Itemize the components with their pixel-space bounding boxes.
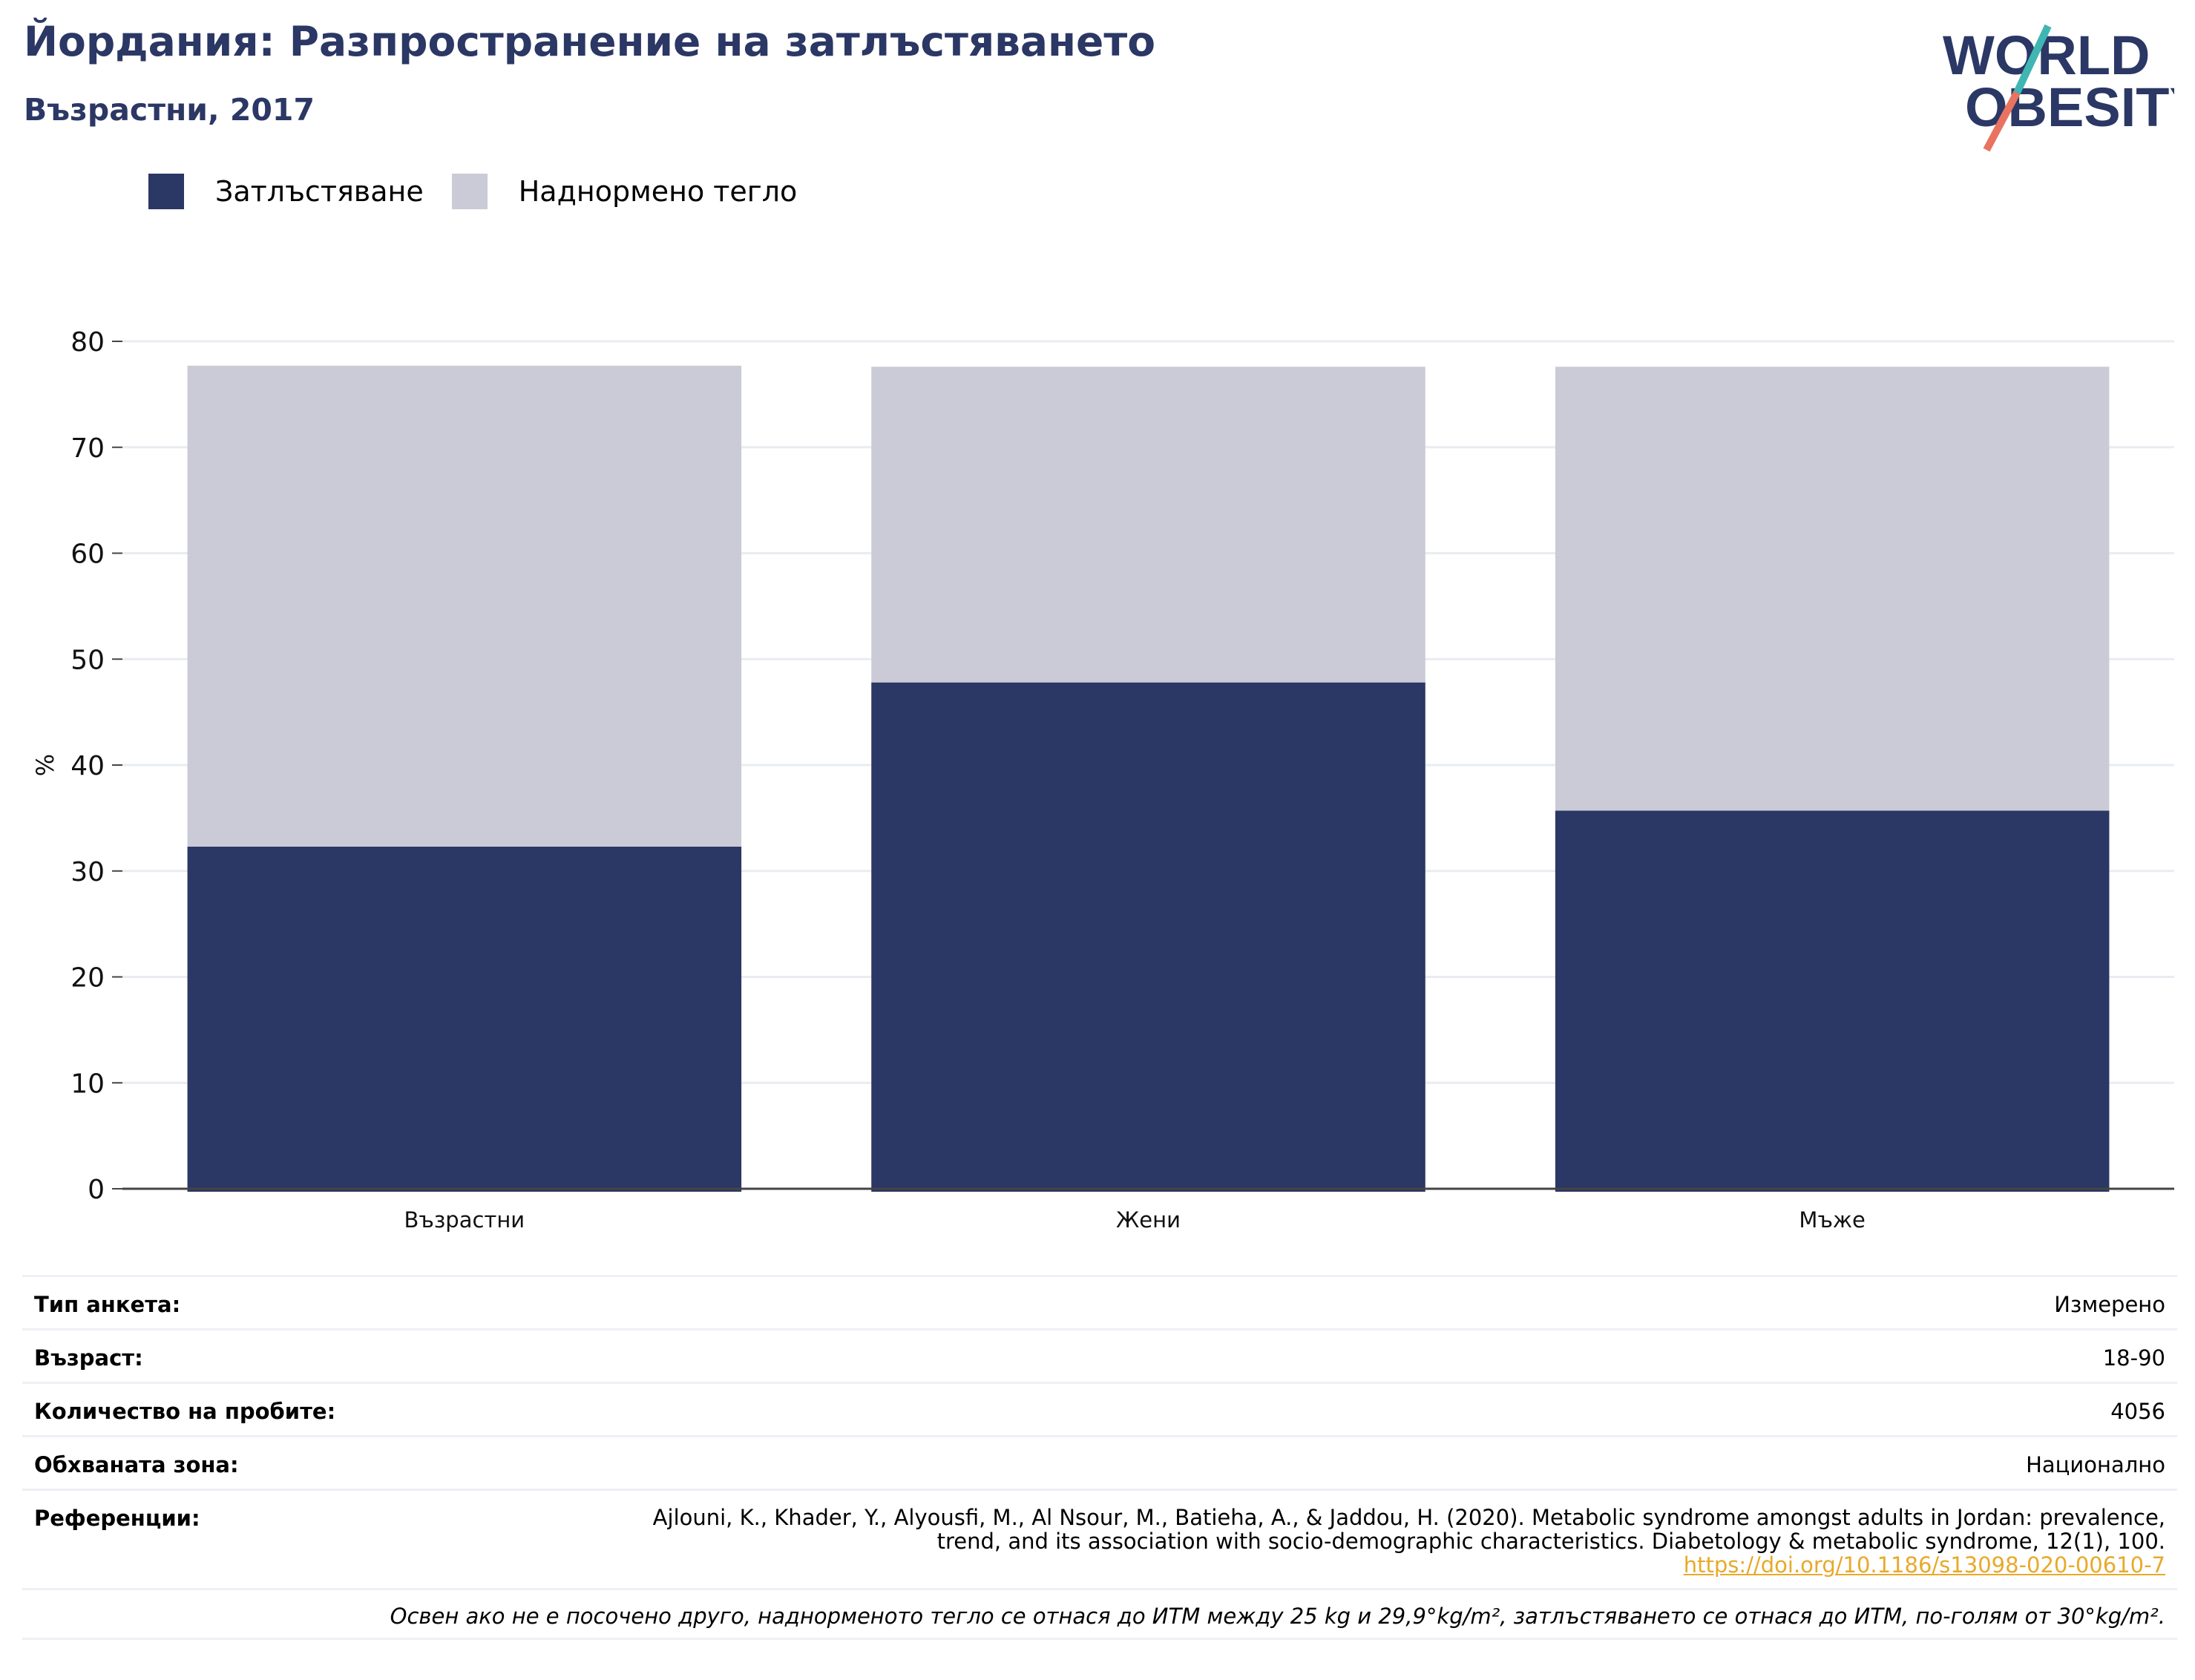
legend-swatch-overweight <box>451 174 488 209</box>
y-tick-label: 70 <box>70 433 105 464</box>
info-label-age: Възраст: <box>34 1345 143 1371</box>
legend-swatch-obesity <box>148 174 184 209</box>
y-tick-label: 20 <box>70 963 105 994</box>
info-value-age: 18-90 <box>2102 1345 2165 1371</box>
bar-overweight <box>871 367 1425 683</box>
bar-obesity <box>1555 810 2110 1192</box>
y-tick-label: 10 <box>70 1069 105 1099</box>
info-table: Тип анкета: Измерено Възраст: 18-90 Коли… <box>22 1275 2177 1640</box>
legend-label-overweight: Наднормено тегло <box>518 175 798 208</box>
y-tick-label: 50 <box>70 645 105 675</box>
bar-chart: 0 10 20 30 40 50 60 70 80% Възрастни Жени Мъже <box>31 327 2174 1233</box>
bar-obesity <box>187 846 742 1192</box>
y-tick-label: 0 <box>88 1175 105 1205</box>
chart-legend: Затлъстяване Наднормено тегло <box>148 169 825 214</box>
y-tick-label: 80 <box>70 327 105 358</box>
bar-overweight <box>1555 367 2110 811</box>
info-label-references: Референции: <box>34 1506 200 1531</box>
world-obesity-logo: WORLD OBESITY <box>1943 24 2174 152</box>
reference-line-2: trend, and its association with socio-de… <box>936 1529 2165 1554</box>
reference-doi-link[interactable]: https://doi.org/10.1186/s13098-020-00610… <box>1683 1552 2165 1578</box>
info-value-sample-size: 4056 <box>2110 1399 2165 1424</box>
x-tick-label: Мъже <box>1799 1207 1865 1233</box>
legend-item-obesity[interactable]: Затлъстяване <box>148 174 424 209</box>
x-tick-label: Възрастни <box>404 1207 525 1233</box>
info-value-survey-type: Измерено <box>2054 1292 2165 1317</box>
reference-line-1: Ajlouni, K., Khader, Y., Alyousfi, M., A… <box>652 1505 2165 1530</box>
footnote: Освен ако не е посочено друго, наднормен… <box>22 1588 2177 1640</box>
legend-label-obesity: Затлъстяване <box>215 175 424 208</box>
info-row-age: Възраст: 18-90 <box>22 1328 2177 1382</box>
chart-subtitle: Възрастни, 2017 <box>24 92 315 128</box>
info-label-coverage: Обхваната зона: <box>34 1452 239 1477</box>
y-axis-label: % <box>31 754 59 776</box>
info-row-references: Референции: Ajlouni, K., Khader, Y., Aly… <box>22 1489 2177 1588</box>
y-tick-label: 30 <box>70 857 105 887</box>
x-tick-label: Жени <box>1116 1207 1181 1233</box>
info-value-coverage: Национално <box>2026 1452 2165 1477</box>
chart-title: Йордания: Разпространение на затлъстяван… <box>24 18 1156 65</box>
logo-slash-teal <box>2013 24 2052 95</box>
legend-item-overweight[interactable]: Наднормено тегло <box>451 174 798 209</box>
info-row-coverage: Обхваната зона: Национално <box>22 1435 2177 1489</box>
info-label-sample-size: Количество на пробите: <box>34 1399 336 1424</box>
y-tick-label: 40 <box>70 751 105 781</box>
bar-obesity <box>871 682 1425 1192</box>
y-tick-label: 60 <box>70 539 105 570</box>
logo-slash-coral <box>1983 91 2021 152</box>
info-label-survey-type: Тип анкета: <box>34 1292 181 1317</box>
info-row-survey-type: Тип анкета: Измерено <box>22 1275 2177 1328</box>
info-row-sample-size: Количество на пробите: 4056 <box>22 1382 2177 1435</box>
references-text: Ajlouni, K., Khader, Y., Alyousfi, M., A… <box>653 1506 2165 1577</box>
bar-overweight <box>187 365 742 847</box>
